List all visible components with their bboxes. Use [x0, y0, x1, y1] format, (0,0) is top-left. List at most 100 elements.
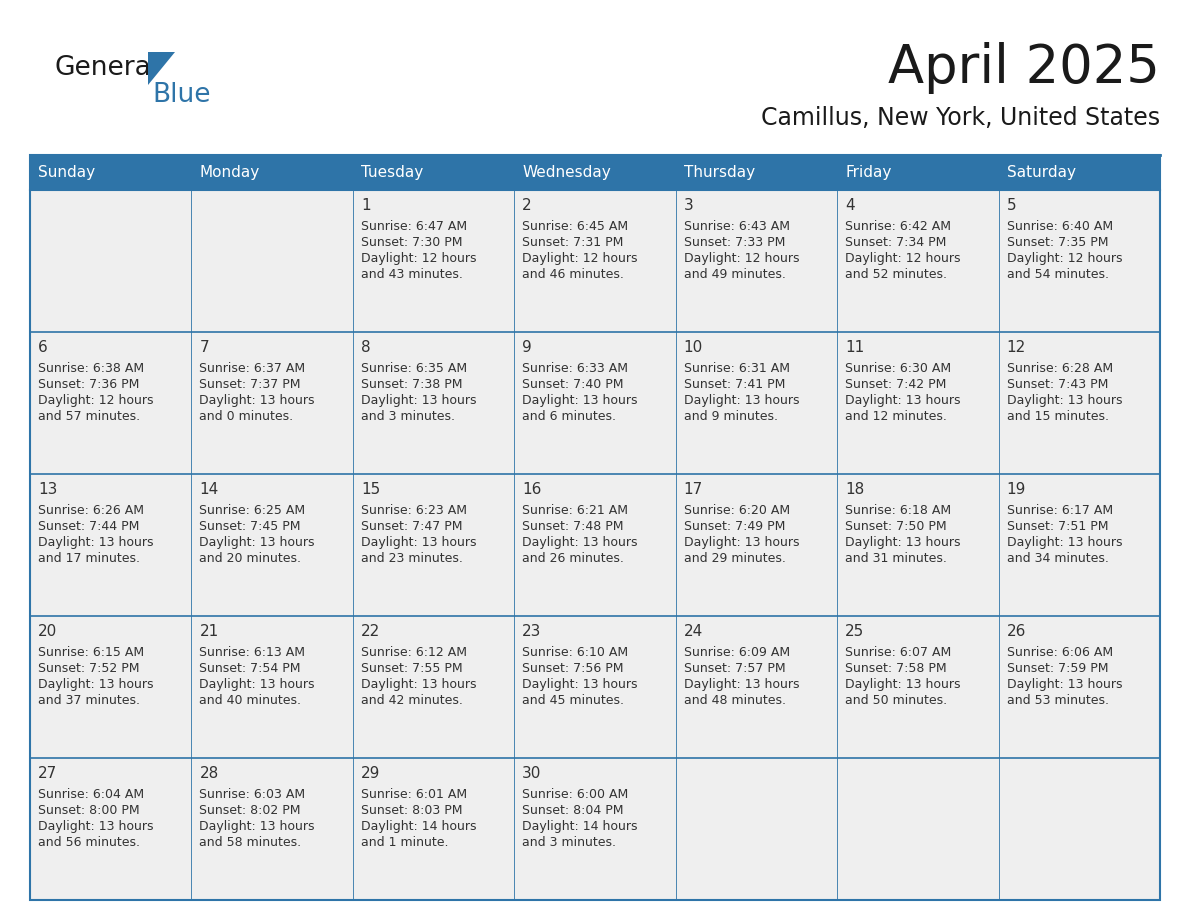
Text: 18: 18 — [845, 482, 865, 497]
Text: 17: 17 — [684, 482, 703, 497]
Text: Sunrise: 6:12 AM: Sunrise: 6:12 AM — [361, 646, 467, 659]
Bar — [514, 332, 676, 474]
Bar — [353, 616, 514, 758]
Text: 11: 11 — [845, 340, 865, 355]
Bar — [514, 190, 676, 332]
Bar — [30, 616, 191, 758]
Text: Sunrise: 6:26 AM: Sunrise: 6:26 AM — [38, 504, 144, 517]
Text: Daylight: 13 hours: Daylight: 13 hours — [523, 536, 638, 549]
Text: and 58 minutes.: and 58 minutes. — [200, 836, 302, 849]
Text: 19: 19 — [1006, 482, 1026, 497]
Text: Sunset: 7:52 PM: Sunset: 7:52 PM — [38, 662, 139, 675]
Text: Sunday: Sunday — [38, 165, 95, 180]
Bar — [191, 616, 353, 758]
Bar — [353, 332, 514, 474]
Text: Daylight: 13 hours: Daylight: 13 hours — [1006, 536, 1123, 549]
Text: Daylight: 13 hours: Daylight: 13 hours — [361, 678, 476, 691]
Text: and 45 minutes.: and 45 minutes. — [523, 694, 624, 707]
Text: 25: 25 — [845, 624, 865, 639]
Text: Daylight: 13 hours: Daylight: 13 hours — [361, 536, 476, 549]
Text: and 1 minute.: and 1 minute. — [361, 836, 448, 849]
Text: Sunset: 7:51 PM: Sunset: 7:51 PM — [1006, 520, 1108, 533]
Text: and 12 minutes.: and 12 minutes. — [845, 410, 947, 423]
Text: Daylight: 12 hours: Daylight: 12 hours — [684, 252, 800, 265]
Bar — [676, 616, 838, 758]
Text: Daylight: 13 hours: Daylight: 13 hours — [38, 678, 153, 691]
Text: and 50 minutes.: and 50 minutes. — [845, 694, 947, 707]
Text: Sunset: 7:35 PM: Sunset: 7:35 PM — [1006, 236, 1108, 249]
Text: Sunrise: 6:13 AM: Sunrise: 6:13 AM — [200, 646, 305, 659]
Text: and 6 minutes.: and 6 minutes. — [523, 410, 617, 423]
Bar — [30, 155, 1159, 900]
Text: Sunrise: 6:40 AM: Sunrise: 6:40 AM — [1006, 220, 1113, 233]
Text: 30: 30 — [523, 766, 542, 781]
Text: Daylight: 13 hours: Daylight: 13 hours — [845, 536, 961, 549]
Text: Saturday: Saturday — [1006, 165, 1075, 180]
Text: Sunrise: 6:15 AM: Sunrise: 6:15 AM — [38, 646, 144, 659]
Bar — [999, 190, 1159, 332]
Text: Sunrise: 6:07 AM: Sunrise: 6:07 AM — [845, 646, 952, 659]
Text: Sunrise: 6:31 AM: Sunrise: 6:31 AM — [684, 362, 790, 375]
Bar — [30, 190, 191, 332]
Text: Daylight: 13 hours: Daylight: 13 hours — [200, 820, 315, 833]
Text: Sunset: 7:42 PM: Sunset: 7:42 PM — [845, 378, 947, 391]
Text: 24: 24 — [684, 624, 703, 639]
Bar — [838, 190, 999, 332]
Text: Monday: Monday — [200, 165, 260, 180]
Text: Sunrise: 6:00 AM: Sunrise: 6:00 AM — [523, 788, 628, 801]
Text: 5: 5 — [1006, 198, 1016, 213]
Text: Daylight: 12 hours: Daylight: 12 hours — [1006, 252, 1123, 265]
Bar — [676, 190, 838, 332]
Text: Sunrise: 6:38 AM: Sunrise: 6:38 AM — [38, 362, 144, 375]
Text: and 23 minutes.: and 23 minutes. — [361, 552, 463, 565]
Text: Sunrise: 6:43 AM: Sunrise: 6:43 AM — [684, 220, 790, 233]
Bar — [191, 758, 353, 900]
Text: Sunset: 8:02 PM: Sunset: 8:02 PM — [200, 804, 301, 817]
Text: Sunset: 7:36 PM: Sunset: 7:36 PM — [38, 378, 139, 391]
Bar — [838, 474, 999, 616]
Text: 2: 2 — [523, 198, 532, 213]
Text: Blue: Blue — [152, 82, 210, 108]
Text: Daylight: 13 hours: Daylight: 13 hours — [1006, 678, 1123, 691]
Text: Daylight: 13 hours: Daylight: 13 hours — [38, 820, 153, 833]
Text: Daylight: 13 hours: Daylight: 13 hours — [684, 536, 800, 549]
Bar — [30, 332, 191, 474]
Text: and 26 minutes.: and 26 minutes. — [523, 552, 624, 565]
Text: and 54 minutes.: and 54 minutes. — [1006, 268, 1108, 281]
Text: Thursday: Thursday — [684, 165, 754, 180]
Text: Sunrise: 6:17 AM: Sunrise: 6:17 AM — [1006, 504, 1113, 517]
Text: 7: 7 — [200, 340, 209, 355]
Bar — [30, 155, 1159, 190]
Text: and 3 minutes.: and 3 minutes. — [523, 836, 617, 849]
Text: Daylight: 12 hours: Daylight: 12 hours — [38, 394, 153, 407]
Text: Sunrise: 6:37 AM: Sunrise: 6:37 AM — [200, 362, 305, 375]
Text: 8: 8 — [361, 340, 371, 355]
Text: and 31 minutes.: and 31 minutes. — [845, 552, 947, 565]
Text: and 42 minutes.: and 42 minutes. — [361, 694, 463, 707]
Text: and 3 minutes.: and 3 minutes. — [361, 410, 455, 423]
Text: Sunrise: 6:45 AM: Sunrise: 6:45 AM — [523, 220, 628, 233]
Text: and 17 minutes.: and 17 minutes. — [38, 552, 140, 565]
Bar — [838, 758, 999, 900]
Text: 29: 29 — [361, 766, 380, 781]
Bar — [191, 190, 353, 332]
Text: Sunrise: 6:33 AM: Sunrise: 6:33 AM — [523, 362, 628, 375]
Text: Sunset: 7:58 PM: Sunset: 7:58 PM — [845, 662, 947, 675]
Text: and 57 minutes.: and 57 minutes. — [38, 410, 140, 423]
Text: Sunrise: 6:25 AM: Sunrise: 6:25 AM — [200, 504, 305, 517]
Text: Sunset: 7:47 PM: Sunset: 7:47 PM — [361, 520, 462, 533]
Text: Sunset: 7:55 PM: Sunset: 7:55 PM — [361, 662, 462, 675]
Text: Sunset: 7:31 PM: Sunset: 7:31 PM — [523, 236, 624, 249]
Text: Sunset: 8:03 PM: Sunset: 8:03 PM — [361, 804, 462, 817]
Text: Wednesday: Wednesday — [523, 165, 611, 180]
Bar — [676, 332, 838, 474]
Text: 12: 12 — [1006, 340, 1025, 355]
Text: Daylight: 13 hours: Daylight: 13 hours — [845, 394, 961, 407]
Text: Sunset: 7:33 PM: Sunset: 7:33 PM — [684, 236, 785, 249]
Text: Sunrise: 6:28 AM: Sunrise: 6:28 AM — [1006, 362, 1113, 375]
Text: 20: 20 — [38, 624, 57, 639]
Text: 4: 4 — [845, 198, 855, 213]
Text: Sunset: 7:37 PM: Sunset: 7:37 PM — [200, 378, 301, 391]
Text: Daylight: 12 hours: Daylight: 12 hours — [523, 252, 638, 265]
Text: Camillus, New York, United States: Camillus, New York, United States — [760, 106, 1159, 130]
